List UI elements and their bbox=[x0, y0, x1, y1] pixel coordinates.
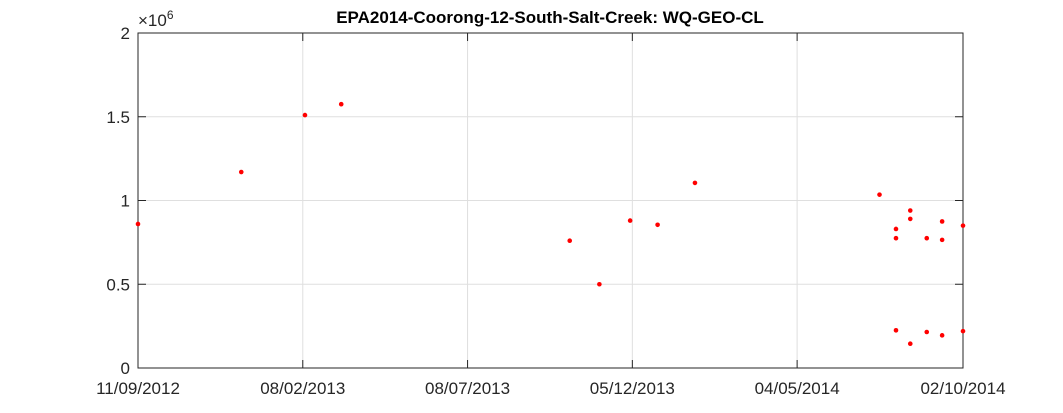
data-point bbox=[877, 192, 882, 197]
y-tick-label: 0.5 bbox=[106, 275, 130, 294]
x-tick-label: 04/05/2014 bbox=[755, 379, 840, 398]
x-tick-label: 05/12/2013 bbox=[590, 379, 675, 398]
axis-ticks: 0 0.5 1 1.5 2 11/09/2012 08/02/2013 08/07/2013 0… bbox=[96, 24, 1005, 398]
data-point bbox=[597, 281, 602, 287]
data-point bbox=[907, 208, 913, 213]
data-points bbox=[135, 101, 966, 347]
data-point bbox=[939, 333, 945, 338]
grid-lines bbox=[138, 33, 963, 368]
y-tick-label: 0 bbox=[121, 359, 130, 378]
data-point bbox=[939, 219, 945, 224]
chart-title: EPA2014-Coorong-12-South-Salt-Creek: WQ-… bbox=[336, 8, 764, 27]
data-point bbox=[692, 180, 698, 186]
data-point bbox=[924, 235, 930, 241]
data-point bbox=[893, 235, 899, 241]
data-point bbox=[893, 226, 899, 232]
x-tick-label: 08/02/2013 bbox=[260, 379, 345, 398]
x-tick-label: 08/07/2013 bbox=[425, 379, 510, 398]
data-point bbox=[924, 329, 930, 335]
data-point bbox=[907, 341, 913, 347]
data-point bbox=[627, 218, 633, 223]
data-point bbox=[135, 221, 141, 227]
y-tick-label: 1.5 bbox=[106, 108, 130, 127]
data-point bbox=[893, 328, 899, 333]
x-tick-label: 11/09/2012 bbox=[96, 379, 180, 398]
y-tick-label: 1 bbox=[121, 192, 130, 211]
data-point bbox=[939, 237, 945, 243]
data-point bbox=[907, 216, 913, 222]
data-point bbox=[338, 101, 344, 107]
data-point bbox=[238, 169, 244, 175]
y-exponent-label: ×106 bbox=[138, 8, 174, 30]
data-point bbox=[960, 328, 966, 334]
y-exponent-power: 6 bbox=[167, 8, 174, 22]
data-point bbox=[655, 222, 660, 228]
data-point bbox=[567, 238, 573, 243]
y-exponent-base: ×10 bbox=[138, 11, 167, 30]
data-point bbox=[302, 112, 308, 118]
y-tick-label: 2 bbox=[121, 24, 130, 43]
data-point bbox=[960, 223, 966, 228]
x-tick-label: 02/10/2014 bbox=[920, 379, 1005, 398]
